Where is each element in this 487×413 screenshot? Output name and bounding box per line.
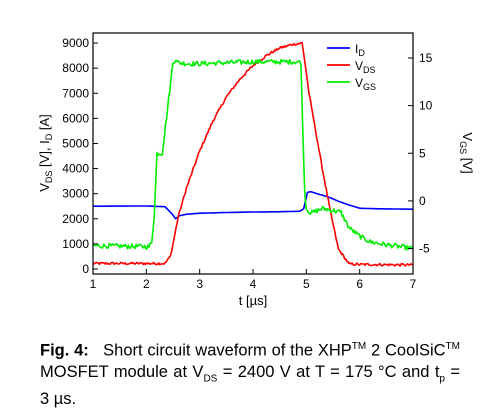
caption-text-2: 2 CoolSiC — [366, 341, 446, 360]
legend-entry: VGS — [355, 76, 376, 92]
x-tick-label: 5 — [303, 277, 310, 291]
y-left-tick-label: 6000 — [62, 111, 89, 125]
ticks-layer: 1 2 3 4 5 6 7 0 1000 2000 3000 4000 5000 6000 7000 8000… — [62, 36, 432, 291]
caption-text-4: = 2400 V at T = 175 °C and t — [217, 362, 440, 381]
y-right-tick-label: 0 — [419, 194, 426, 208]
y-axis-label-left: VDS [V], ID [A] — [37, 114, 54, 192]
caption-label: Fig. 4: — [40, 341, 89, 360]
short-circuit-waveform-chart: 1 2 3 4 5 6 7 0 1000 2000 3000 4000 5000 6000 7000 8000… — [37, 32, 475, 308]
series-line — [93, 58, 413, 251]
caption-tm-2: TM — [445, 341, 460, 352]
legend-entry: VDS — [355, 59, 376, 75]
x-tick-label: 6 — [356, 277, 363, 291]
y-left-tick-label: 3000 — [62, 187, 89, 201]
x-tick-label: 1 — [90, 277, 97, 291]
caption-sub-1: DS — [203, 372, 218, 384]
y-right-tick-label: -5 — [419, 242, 430, 256]
series-line — [93, 41, 413, 267]
x-tick-label: 3 — [196, 277, 203, 291]
y-left-tick-label: 1000 — [62, 237, 89, 251]
x-tick-label: 7 — [410, 277, 417, 291]
y-left-tick-label: 5000 — [62, 136, 89, 150]
caption-sub-2: p — [439, 372, 445, 384]
figure-caption: Fig. 4: Short circuit waveform of the XH… — [40, 336, 460, 410]
y-left-tick-label: 8000 — [62, 61, 89, 75]
caption-text-5: = 3 µs. — [40, 362, 460, 408]
caption-tm-1: TM — [351, 341, 367, 352]
caption-text-1: Short circuit waveform of the XHP — [103, 341, 352, 360]
y-right-tick-label: 5 — [419, 146, 426, 160]
y-left-tick-label: 9000 — [62, 36, 89, 50]
y-right-tick-label: 10 — [419, 99, 433, 113]
y-left-tick-label: 0 — [82, 262, 89, 276]
y-left-tick-label: 7000 — [62, 86, 89, 100]
caption-text-3: MOSFET module at V — [40, 362, 204, 381]
y-axis-label-right: VGS [V] — [458, 132, 475, 173]
y-left-tick-label: 2000 — [62, 212, 89, 226]
y-right-tick-label: 15 — [419, 51, 433, 65]
series-layer — [93, 41, 413, 267]
x-axis-label: t [µs] — [239, 293, 267, 308]
legend-entry: ID — [355, 42, 365, 58]
series-line — [93, 190, 413, 220]
y-left-tick-label: 4000 — [62, 162, 89, 176]
x-tick-label: 4 — [250, 277, 257, 291]
x-tick-label: 2 — [143, 277, 150, 291]
